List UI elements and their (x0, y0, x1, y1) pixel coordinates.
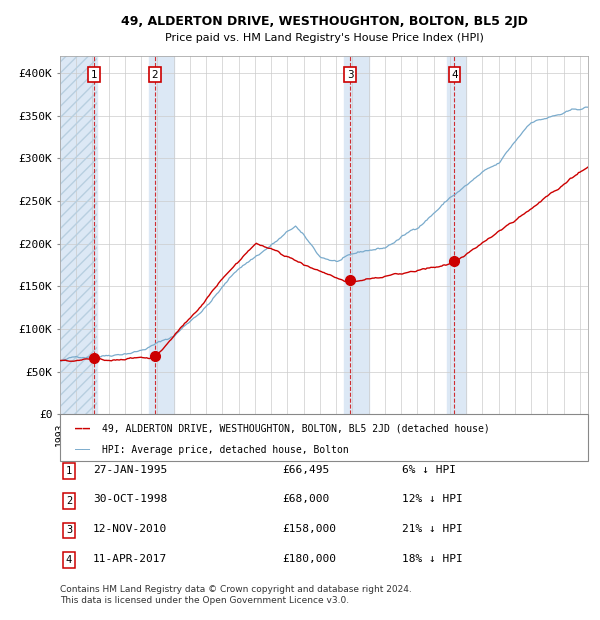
Text: 18% ↓ HPI: 18% ↓ HPI (402, 554, 463, 564)
Text: 12-NOV-2010: 12-NOV-2010 (93, 524, 167, 534)
Text: ——: —— (75, 422, 90, 435)
Text: £180,000: £180,000 (282, 554, 336, 564)
Text: 11-APR-2017: 11-APR-2017 (93, 554, 167, 564)
Text: £66,495: £66,495 (282, 464, 329, 475)
Bar (149, 56, 174, 414)
Text: 1: 1 (91, 69, 97, 79)
Text: 30-OCT-1998: 30-OCT-1998 (93, 494, 167, 505)
Text: 21% ↓ HPI: 21% ↓ HPI (402, 524, 463, 534)
Text: 6% ↓ HPI: 6% ↓ HPI (402, 464, 456, 475)
Text: 4: 4 (451, 69, 458, 79)
Text: £158,000: £158,000 (282, 524, 336, 534)
Text: Contains HM Land Registry data © Crown copyright and database right 2024.: Contains HM Land Registry data © Crown c… (60, 585, 412, 594)
Bar (344, 56, 368, 414)
Text: 12% ↓ HPI: 12% ↓ HPI (402, 494, 463, 505)
Text: 2: 2 (151, 69, 158, 79)
Text: 49, ALDERTON DRIVE, WESTHOUGHTON, BOLTON, BL5 2JD: 49, ALDERTON DRIVE, WESTHOUGHTON, BOLTON… (121, 15, 527, 28)
Bar (60, 56, 97, 414)
Text: 49, ALDERTON DRIVE, WESTHOUGHTON, BOLTON, BL5 2JD (detached house): 49, ALDERTON DRIVE, WESTHOUGHTON, BOLTON… (102, 423, 490, 433)
Text: 1: 1 (66, 466, 72, 476)
Text: This data is licensed under the Open Government Licence v3.0.: This data is licensed under the Open Gov… (60, 596, 349, 605)
Text: 2: 2 (66, 496, 72, 506)
Text: 27-JAN-1995: 27-JAN-1995 (93, 464, 167, 475)
Text: 4: 4 (66, 556, 72, 565)
Text: Price paid vs. HM Land Registry's House Price Index (HPI): Price paid vs. HM Land Registry's House … (164, 33, 484, 43)
Bar (60, 56, 97, 414)
Text: 3: 3 (347, 69, 353, 79)
Text: ——: —— (75, 443, 90, 456)
Text: £68,000: £68,000 (282, 494, 329, 505)
Text: 3: 3 (66, 526, 72, 536)
Bar (446, 56, 466, 414)
Text: HPI: Average price, detached house, Bolton: HPI: Average price, detached house, Bolt… (102, 445, 349, 455)
